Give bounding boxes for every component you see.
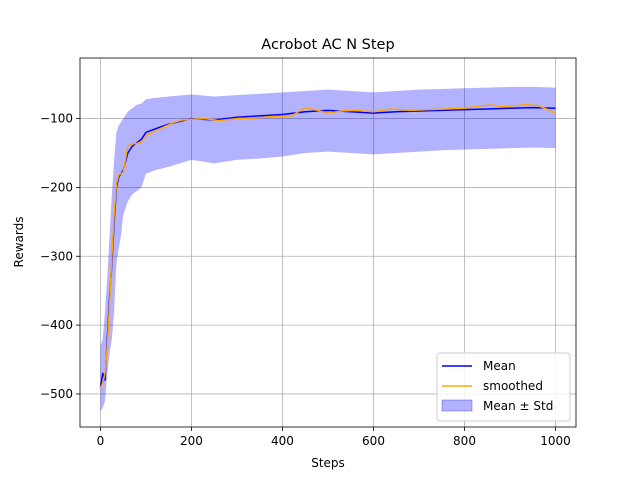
x-tick-label: 600 [362,434,385,448]
x-tick-label: 400 [271,434,294,448]
x-tick-label: 800 [453,434,476,448]
std-band-area [100,86,556,412]
x-axis: 0 200 400 600 800 1000 [97,427,571,448]
legend-band-swatch [441,399,473,412]
y-tick-label: −100 [40,112,73,126]
y-tick-label: −300 [40,249,73,263]
std-band [100,86,556,412]
legend-mean-label: Mean [483,359,516,373]
y-tick-label: −200 [40,180,73,194]
y-tick-label: −400 [40,318,73,332]
legend-smoothed-label: smoothed [483,379,543,393]
y-axis: −500 −400 −300 −200 −100 [40,112,80,401]
x-tick-label: 1000 [540,434,571,448]
chart-title: Acrobot AC N Step [261,37,394,53]
legend-band-label: Mean ± Std [483,399,553,413]
smoothed-line [99,104,556,388]
x-tick-label: 0 [97,434,105,448]
legend: Mean smoothed Mean ± Std [436,352,571,422]
grid [80,58,576,427]
x-tick-label: 200 [180,434,203,448]
plot-frame [79,57,577,428]
smoothed-series [99,104,556,388]
y-tick-label: −500 [40,387,73,401]
x-axis-label: Steps [311,456,345,470]
y-axis-label: Rewards [12,217,26,268]
legend-box [436,352,571,422]
